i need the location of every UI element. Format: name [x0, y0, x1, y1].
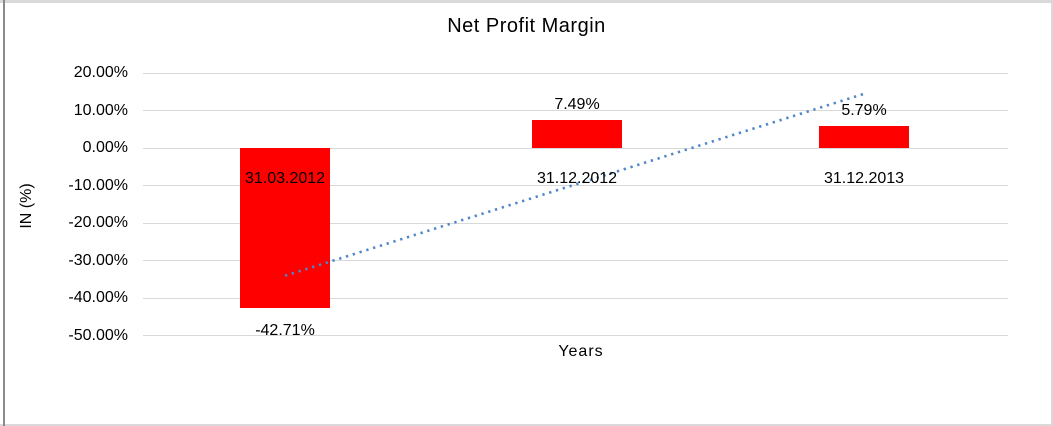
bar-data-label: 5.79%	[841, 102, 887, 120]
bar-data-label: 7.49%	[554, 95, 600, 113]
screenshot-border-left	[3, 0, 5, 426]
y-axis-tick-label: -50.00%	[68, 326, 128, 344]
chart-title: Net Profit Margin	[447, 15, 606, 37]
trendline-path	[284, 92, 865, 277]
chart-bar	[240, 148, 330, 309]
y-axis-tick-label: -40.00%	[68, 289, 128, 306]
screenshot-border-top	[0, 0, 1053, 3]
category-label: 31.12.2013	[823, 170, 905, 187]
y-axis-tick-label: -10.00%	[68, 176, 128, 194]
gridline	[143, 185, 1008, 186]
chart-bar	[819, 126, 909, 148]
y-axis-tick-label: -30.00%	[68, 251, 128, 269]
y-axis-title: IN (%)	[18, 183, 35, 229]
gridline	[143, 72, 1008, 74]
y-axis-tick-label: 20.00%	[73, 64, 128, 81]
y-axis-tick-label: -20.00%	[68, 214, 128, 231]
category-label: 31.12.2012	[536, 170, 618, 187]
x-axis-title: Years	[558, 343, 604, 360]
gridline	[143, 335, 1008, 336]
chart-bar	[532, 119, 622, 148]
gridline	[143, 110, 1008, 111]
category-label: 31.03.2012	[244, 170, 326, 187]
y-axis-tick-label: 0.00%	[82, 139, 128, 156]
screenshot-border-right	[1051, 0, 1053, 426]
gridline	[143, 147, 1008, 149]
gridline	[143, 260, 1008, 261]
screenshot-border-bottom	[0, 424, 1053, 426]
y-axis-tick-label: 10.00%	[73, 101, 128, 119]
gridline	[143, 222, 1008, 224]
gridline	[143, 297, 1008, 299]
bar-data-label: -42.71%	[255, 322, 315, 340]
